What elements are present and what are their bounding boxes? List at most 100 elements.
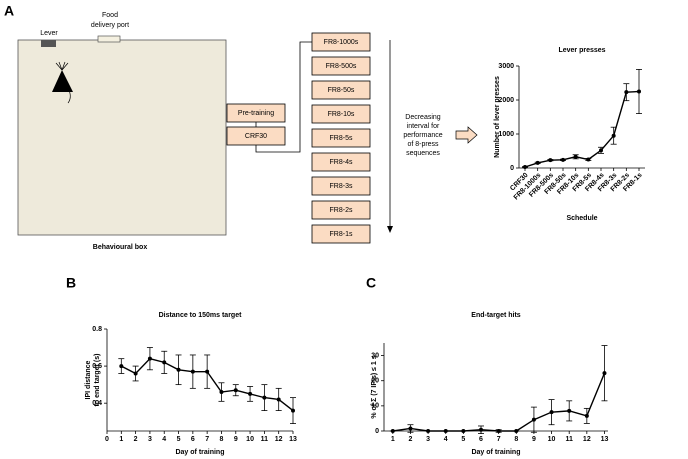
y-tick-label: 0	[510, 165, 514, 172]
data-point	[479, 427, 484, 432]
data-point	[176, 367, 181, 372]
data-point	[523, 164, 527, 169]
data-point	[205, 369, 210, 374]
data-point	[637, 89, 641, 94]
x-tick-label: 3	[148, 436, 152, 443]
x-tick-label: 2	[409, 436, 413, 443]
schedule-label: FR8-2s	[330, 207, 353, 214]
y-tick-label: 2000	[498, 97, 514, 104]
food-port-label: Food	[102, 12, 118, 19]
x-axis-label: Schedule	[566, 215, 597, 222]
schedule-label: FR8-1s	[330, 231, 353, 238]
schedule-label: FR8-50s	[328, 87, 355, 94]
x-tick-label: 0	[105, 436, 109, 443]
x-tick-label: 6	[191, 436, 195, 443]
data-point	[624, 90, 629, 95]
chart-title: End-target hits	[471, 312, 520, 319]
panel-label: C	[366, 275, 376, 291]
box-caption: Behavioural box	[93, 244, 148, 251]
data-point	[147, 356, 152, 361]
data-point	[514, 429, 519, 433]
data-point	[262, 395, 267, 400]
data-point	[461, 429, 466, 433]
y-tick-label: 0.8	[92, 326, 102, 333]
schedule-label: FR8-500s	[326, 63, 357, 70]
note-line: sequences	[406, 150, 440, 157]
data-point	[443, 429, 448, 433]
schedule-box	[311, 176, 371, 196]
data-point	[426, 429, 431, 433]
y-tick-label: 10	[371, 403, 379, 410]
data-point	[611, 133, 616, 138]
y-axis-label: % of Σ (7 IPIs) ≤ 1 s	[371, 355, 378, 418]
x-tick-label: 13	[601, 436, 609, 443]
y-tick-label: 3000	[498, 63, 514, 70]
x-tick-label: 6	[479, 436, 483, 443]
schedule-box	[311, 128, 371, 148]
schedule-box	[311, 104, 371, 124]
x-tick-label: 11	[565, 436, 573, 443]
schedule-box	[311, 152, 371, 172]
rat-icon	[52, 61, 73, 104]
data-point	[549, 410, 554, 415]
schedule-label: FR8-1000s	[324, 39, 359, 46]
data-point	[567, 408, 572, 413]
y-tick-label: 1000	[498, 131, 514, 138]
data-point	[276, 397, 281, 402]
note-line: Decreasing	[405, 114, 441, 121]
x-tick-label: 9	[234, 436, 238, 443]
y-tick-label: 0.6	[92, 363, 102, 370]
connector	[255, 41, 312, 153]
x-tick-label: 12	[583, 436, 591, 443]
x-tick-label: 4	[162, 436, 166, 443]
data-point	[390, 429, 395, 433]
schedule-box	[311, 224, 371, 244]
y-tick-label: 20	[371, 378, 379, 385]
data-point	[599, 148, 603, 153]
arrow-head	[387, 226, 393, 233]
x-tick-label: 8	[220, 436, 224, 443]
chart-title: Distance to 150ms target	[159, 312, 243, 319]
lever-label: Lever	[40, 30, 58, 37]
data-line	[392, 372, 606, 432]
data-point	[602, 371, 607, 376]
x-tick-label: 11	[261, 436, 269, 443]
y-axis-label: to end target (s)	[94, 354, 101, 407]
y-axis-label: IPI distance	[85, 360, 92, 399]
data-line	[524, 90, 640, 168]
data-point	[573, 154, 578, 159]
x-tick-label: 5	[461, 436, 465, 443]
chart-title: Lever presses	[558, 47, 605, 54]
data-point	[233, 388, 238, 393]
x-tick-label: 10	[548, 436, 556, 443]
data-point	[133, 371, 138, 376]
food-port-icon	[97, 35, 121, 43]
data-point	[248, 391, 253, 396]
interval-note: Decreasing interval for performance of 8-pr…	[403, 114, 442, 157]
data-point	[408, 426, 413, 431]
note-line: of 8-press	[407, 141, 439, 148]
x-tick-label: 8	[514, 436, 518, 443]
y-axis-label: Number of lever presses	[494, 76, 501, 158]
schedule-label: FR8-10s	[328, 111, 355, 118]
data-point	[291, 408, 295, 413]
x-tick-label: 5	[177, 436, 181, 443]
schedule-label: Pre-training	[238, 110, 274, 117]
data-point	[548, 158, 553, 163]
arrow	[455, 126, 478, 144]
x-axis-label: Day of training	[471, 449, 520, 456]
schedule-label: CRF30	[245, 133, 267, 140]
note-line: performance	[403, 132, 442, 139]
x-tick-label: 12	[275, 436, 283, 443]
x-tick-label: 2	[134, 436, 138, 443]
data-point	[535, 160, 540, 165]
x-tick-label: 7	[205, 436, 209, 443]
data-point	[190, 369, 195, 374]
data-point	[586, 157, 591, 162]
data-point	[531, 417, 536, 422]
x-tick-label: 10	[246, 436, 254, 443]
data-point	[219, 390, 224, 395]
schedule-list: FR8-1000s FR8-500s FR8-50s FR8-10s FR8-5s FR8…	[311, 32, 371, 244]
data-point	[561, 157, 565, 162]
